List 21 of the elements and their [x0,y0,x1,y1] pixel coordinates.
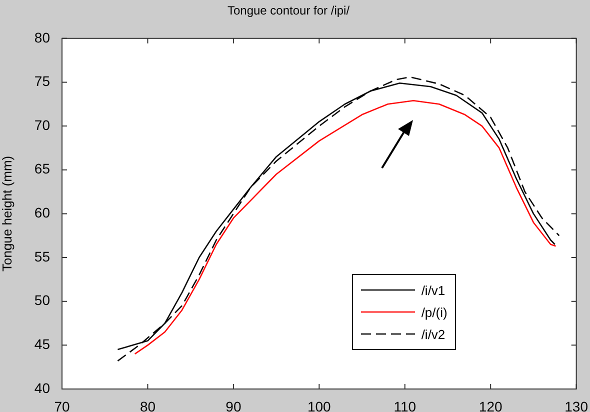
y-axis-title: Tongue height (mm) [0,156,14,272]
x-tick-label: 90 [226,398,242,412]
y-tick-label: 70 [34,116,50,133]
legend-label: /i/v1 [421,282,446,298]
legend-label: /p/(i) [421,304,448,320]
y-tick-label: 75 [34,73,50,90]
y-tick-label: 50 [34,292,50,308]
x-tick-label: 80 [140,398,156,412]
x-tick-label: 110 [394,398,416,412]
y-tick-label: 55 [34,248,50,264]
y-tick-label: 65 [34,160,50,177]
legend-label: /i/v2 [421,326,446,342]
x-tick-label: 130 [564,398,588,412]
y-tick-label: 60 [34,204,50,221]
y-tick-label: 80 [34,29,50,46]
chart-title: Tongue contour for /ipi/ [227,4,350,18]
x-tick-label: 120 [478,398,502,412]
y-tick-label: 45 [34,336,50,352]
x-tick-label: 100 [307,398,332,412]
y-tick-label: 40 [34,380,50,396]
x-tick-label: 70 [54,398,70,412]
